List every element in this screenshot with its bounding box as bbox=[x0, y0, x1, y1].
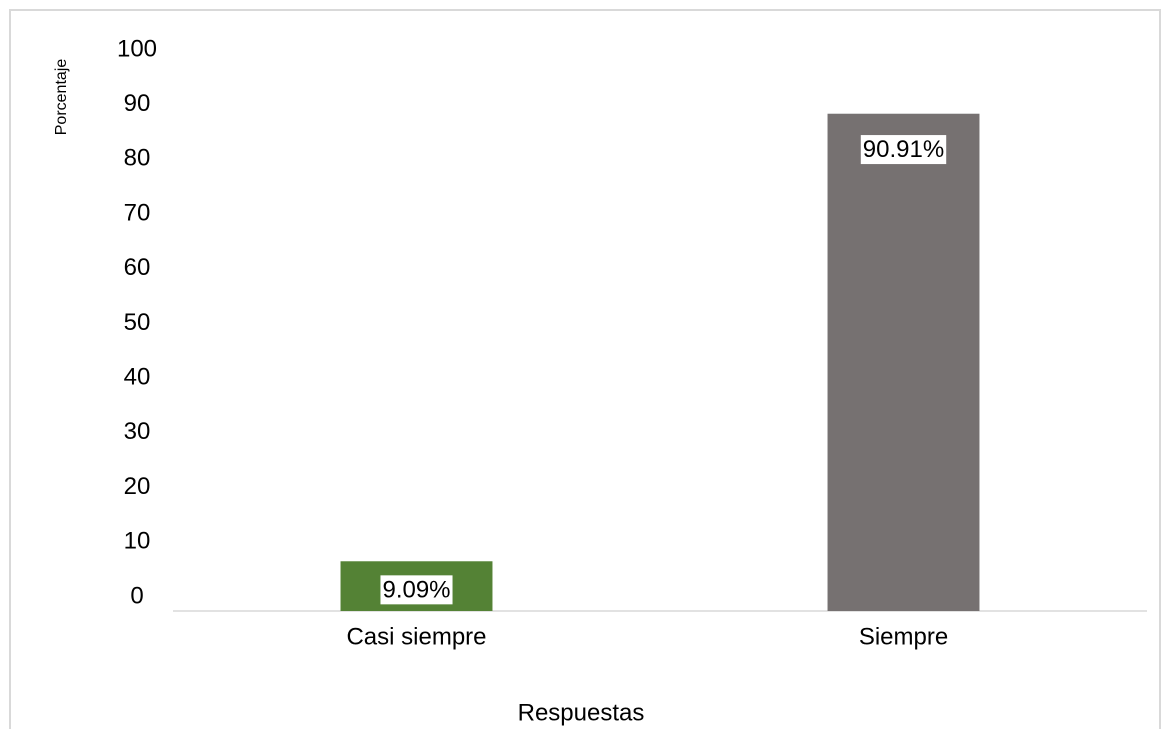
y-tick-label: 20 bbox=[124, 473, 151, 500]
y-tick-label: 50 bbox=[124, 309, 151, 336]
y-tick-label: 80 bbox=[124, 145, 151, 172]
y-tick-label: 70 bbox=[124, 199, 151, 226]
y-tick-label: 0 bbox=[130, 582, 143, 609]
bar bbox=[827, 113, 980, 612]
y-tick-label: 10 bbox=[124, 528, 151, 555]
data-label: 90.91% bbox=[863, 136, 944, 163]
x-tick-label: Siempre bbox=[859, 623, 948, 650]
y-tick-label: 60 bbox=[124, 254, 151, 281]
data-label-box bbox=[860, 135, 947, 165]
y-tick-label: 100 bbox=[117, 35, 157, 62]
y-tick-label: 90 bbox=[124, 90, 151, 117]
y-tick-label: 30 bbox=[124, 418, 151, 445]
y-axis-label: Porcentaje bbox=[53, 59, 70, 136]
x-axis-label: Respuestas bbox=[518, 699, 645, 726]
chart-frame bbox=[9, 9, 1161, 729]
data-label: 9.09% bbox=[382, 576, 450, 603]
y-tick-label: 40 bbox=[124, 364, 151, 391]
x-tick-label: Casi siempre bbox=[346, 623, 486, 650]
data-label-box bbox=[380, 575, 453, 605]
